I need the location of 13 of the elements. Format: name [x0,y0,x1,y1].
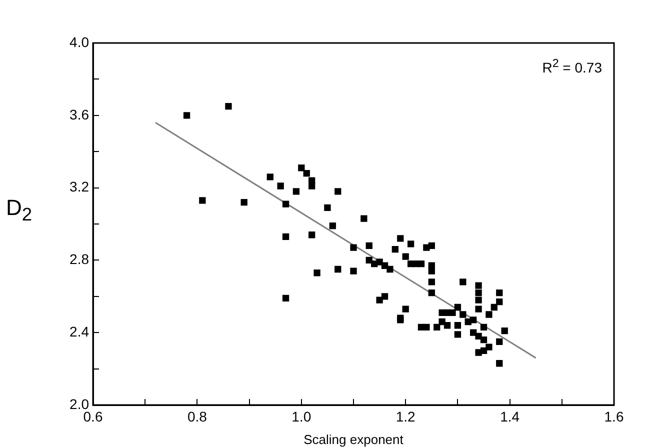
x-tick-label: 1.0 [292,408,312,424]
y-tick-label: 3.2 [70,178,90,195]
y-tick-label: 4.0 [70,34,90,50]
y-tick-label: 3.6 [70,106,90,122]
y-axis-title: D$_{2}$ [6,195,32,226]
annotation: R$^{2}$ = 0.73 [542,57,602,76]
y-tick-label: 2.4 [70,323,90,340]
x-tick-label: 1.4 [500,408,520,424]
x-tick-label: 1.6 [604,408,624,424]
x-tick-label: 0.8 [187,408,208,424]
x-tick-label: 1.2 [396,408,416,424]
y-tick-label: 2.8 [70,251,90,268]
x-axis-title: Scaling exponent [304,432,404,447]
